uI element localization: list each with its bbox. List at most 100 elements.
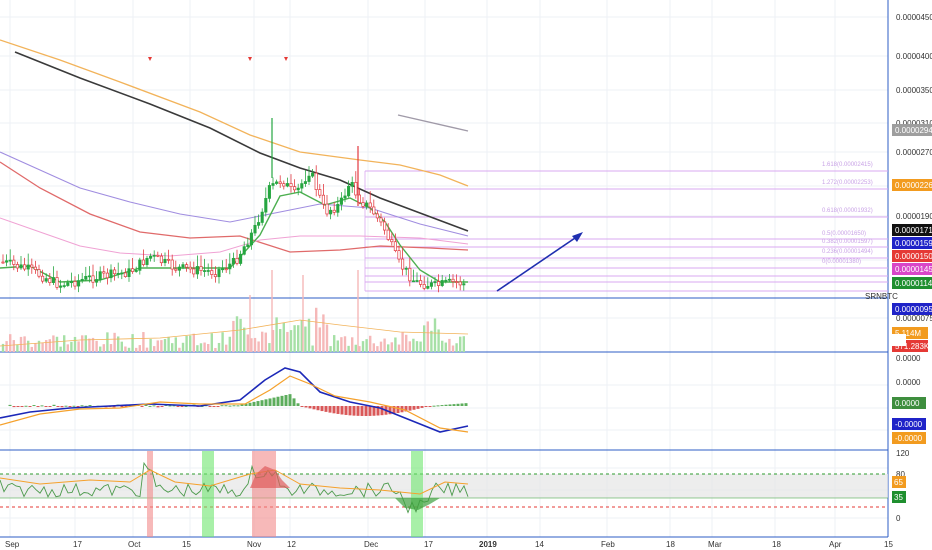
macd-histogram-bar xyxy=(348,406,352,416)
volume-bar xyxy=(282,322,285,352)
price-badge-label: 0.00001508 xyxy=(895,252,932,261)
time-tick-label: 15 xyxy=(884,540,893,549)
volume-bar xyxy=(174,337,177,352)
candle-body xyxy=(23,264,27,270)
volume-bar xyxy=(390,342,393,352)
macd-histogram-bar xyxy=(256,401,260,406)
volume-bar xyxy=(336,340,339,352)
macd-histogram-bar xyxy=(380,406,384,416)
price-badge-label: 0.00000959 xyxy=(895,305,932,314)
sma-orange-line xyxy=(0,39,469,187)
sma-pink-line xyxy=(0,217,469,257)
volume-bar xyxy=(207,344,210,352)
candle-body xyxy=(203,270,207,272)
fib-level-label: 0.618(0.00001932) xyxy=(822,208,873,214)
macd-histogram-bar xyxy=(48,406,52,407)
macd-histogram-bar xyxy=(272,397,276,406)
price-badge xyxy=(892,263,932,275)
time-axis[interactable]: Sep 17 Oct 15 Nov 12 Dec 17 2019 14 Feb 18 Mar 18 Apr 1… xyxy=(5,540,893,549)
volume-bar xyxy=(77,341,80,352)
macd-badge xyxy=(892,432,926,444)
volume-bar xyxy=(109,344,113,352)
macd-line xyxy=(0,367,469,433)
candle-body xyxy=(51,277,55,283)
macd-histogram-bar xyxy=(352,406,356,416)
candle-body xyxy=(447,278,451,281)
candle-body xyxy=(455,281,459,283)
macd-histogram-bar xyxy=(340,406,344,415)
volume-bar xyxy=(239,318,242,352)
candle-body xyxy=(393,241,397,251)
volume-bar xyxy=(41,342,44,352)
volume-bar xyxy=(279,329,282,352)
candle-body xyxy=(167,258,171,261)
macd-histogram-bar xyxy=(392,406,396,414)
volume-bar xyxy=(48,339,51,352)
volume-bar xyxy=(45,340,48,352)
volume-bar xyxy=(181,342,185,352)
volume-bar xyxy=(178,347,181,352)
macd-histogram-bar xyxy=(120,406,124,407)
macd-histogram-bar xyxy=(260,400,264,406)
candle-body xyxy=(105,272,109,279)
candle-body xyxy=(145,257,149,265)
candle-body xyxy=(462,283,466,286)
candle-body xyxy=(350,182,354,187)
macd-badge xyxy=(892,418,926,430)
candle-body xyxy=(235,257,239,264)
candle-body xyxy=(347,185,351,197)
volume-bar xyxy=(307,318,311,352)
volume-bar xyxy=(66,344,69,352)
volume-bar xyxy=(387,344,390,352)
candle-body xyxy=(260,211,264,223)
volume-bar xyxy=(106,332,109,352)
price-badge-label: 0.00002941 xyxy=(895,126,932,135)
macd-histogram-bar xyxy=(228,405,232,407)
rsi-badge-label: 65 xyxy=(894,478,903,487)
candle-body xyxy=(73,281,77,287)
candle-body xyxy=(195,266,199,275)
macd-histogram-bar xyxy=(220,405,224,407)
macd-histogram-bar xyxy=(288,394,292,406)
rsi-highlight-red-2 xyxy=(252,451,276,537)
trend-arrow[interactable] xyxy=(496,232,583,292)
candle-body xyxy=(69,281,73,284)
sma-red-line xyxy=(0,161,469,253)
volume-bar xyxy=(351,337,354,352)
candle-body xyxy=(365,202,369,207)
candle-body xyxy=(325,203,329,215)
volume-bars xyxy=(0,270,469,352)
candle-body xyxy=(163,258,167,264)
candle-body xyxy=(314,172,318,190)
candle-body xyxy=(19,264,23,269)
candle-body xyxy=(66,282,70,286)
volume-bar xyxy=(261,331,264,352)
candle-body xyxy=(408,267,412,282)
volume-bar xyxy=(268,343,271,352)
rsi-band xyxy=(0,474,888,498)
macd-histogram-bar xyxy=(404,406,408,412)
volume-bar xyxy=(354,344,357,352)
macd-histogram-bar xyxy=(156,406,160,408)
volume-bar xyxy=(225,344,228,352)
candle-body xyxy=(55,277,59,288)
volume-bar xyxy=(5,341,8,352)
candle-body xyxy=(131,268,135,272)
macd-histogram-bar xyxy=(360,406,364,416)
volume-bar xyxy=(376,346,379,352)
macd-histogram-bar xyxy=(412,406,416,410)
volume-bar xyxy=(117,336,120,352)
candle-body xyxy=(37,269,41,277)
rsi-oversold-fill xyxy=(395,498,440,510)
volume-bar xyxy=(81,335,84,352)
ray-line[interactable] xyxy=(397,114,469,132)
time-tick-label: 18 xyxy=(772,540,781,549)
candle-body xyxy=(41,275,45,282)
volume-bar xyxy=(423,325,426,352)
volume-bar xyxy=(300,319,303,352)
macd-histogram-bar xyxy=(376,406,380,416)
candle-body xyxy=(397,250,401,260)
